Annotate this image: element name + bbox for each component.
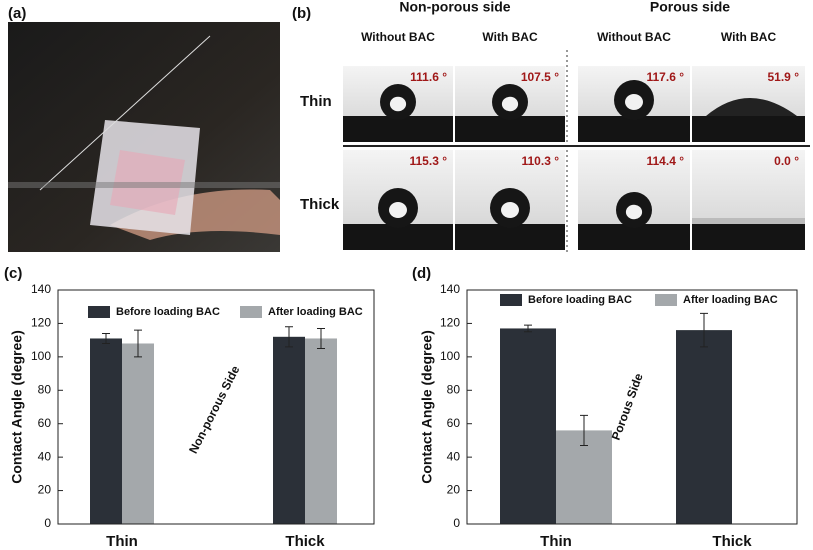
legend-swatch	[88, 306, 110, 318]
substrate	[343, 116, 453, 142]
y-tick-label: 60	[447, 416, 461, 430]
y-tick-label: 20	[447, 483, 461, 497]
error-bar	[580, 414, 588, 446]
y-tick-label: 100	[31, 349, 51, 363]
side-header: Porous side	[650, 0, 730, 15]
substrate	[578, 116, 690, 142]
panel-label: (b)	[292, 5, 311, 22]
row-label: Thin	[300, 93, 332, 110]
y-tick-label: 140	[31, 282, 51, 296]
y-tick-label: 140	[440, 282, 460, 296]
bar	[556, 430, 612, 524]
error-bar	[317, 327, 325, 349]
legend-label: After loading BAC	[683, 294, 778, 306]
y-tick-label: 40	[38, 449, 52, 463]
y-tick-label: 80	[447, 382, 461, 396]
panel-label: (c)	[4, 265, 22, 282]
highlight	[501, 96, 519, 112]
water-jet	[39, 35, 211, 191]
highlight	[501, 202, 519, 218]
highlight	[625, 94, 643, 110]
substrate	[692, 116, 805, 142]
column-header: With BAC	[482, 30, 538, 44]
error-bar	[102, 332, 110, 344]
error-bar	[134, 329, 142, 358]
highlight	[625, 204, 643, 220]
y-tick-label: 0	[453, 516, 460, 530]
side-header: Non-porous side	[399, 0, 510, 15]
error-bar	[524, 324, 532, 333]
edge	[8, 182, 280, 188]
substrate	[455, 224, 565, 250]
bar	[676, 330, 732, 524]
legend-swatch	[655, 294, 677, 306]
bar	[500, 328, 556, 524]
angle-label: 114.4 °	[647, 154, 685, 168]
x-tick-label: Thin	[106, 533, 138, 550]
angle-label: 51.9 °	[768, 70, 800, 84]
legend-label: Before loading BAC	[116, 306, 220, 318]
y-tick-label: 100	[440, 349, 460, 363]
legend-label: Before loading BAC	[528, 294, 632, 306]
bar	[122, 343, 154, 524]
plot-frame	[466, 289, 798, 525]
substrate	[455, 116, 565, 142]
legend-swatch	[240, 306, 262, 318]
y-tick-label: 80	[38, 382, 52, 396]
column-header: Without BAC	[361, 30, 435, 44]
y-tick-label: 0	[44, 516, 51, 530]
substrate	[692, 224, 805, 250]
substrate	[578, 224, 690, 250]
y-tick-label: 20	[38, 483, 52, 497]
panel-label: (a)	[8, 5, 26, 22]
y-tick-label: 120	[440, 316, 460, 330]
legend-label: After loading BAC	[268, 306, 363, 318]
annotation: Non-porous Side	[186, 363, 243, 456]
angle-label: 115.3 °	[410, 154, 448, 168]
x-tick-label: Thin	[540, 533, 572, 550]
bar	[305, 338, 337, 524]
error-bar	[700, 312, 708, 348]
y-axis-label: Contact Angle (degree)	[419, 330, 435, 484]
x-tick-label: Thick	[712, 533, 752, 550]
x-tick-label: Thick	[285, 533, 325, 550]
highlight	[389, 202, 407, 218]
y-tick-label: 40	[447, 449, 461, 463]
column-header: Without BAC	[597, 30, 671, 44]
legend-swatch	[500, 294, 522, 306]
angle-label: 0.0 °	[774, 154, 799, 168]
annotation: Porous Side	[609, 371, 646, 442]
bar	[90, 338, 122, 524]
plot-frame	[57, 289, 375, 525]
panel-label: (d)	[412, 265, 431, 282]
droplet	[706, 98, 797, 116]
y-axis-label: Contact Angle (degree)	[9, 330, 25, 484]
film	[692, 218, 805, 224]
substrate	[343, 224, 453, 250]
y-tick-label: 60	[38, 416, 52, 430]
angle-label: 111.6 °	[410, 70, 447, 84]
error-bar	[285, 326, 293, 348]
row-label: Thick	[300, 196, 340, 213]
highlight	[389, 96, 407, 112]
angle-label: 107.5 °	[521, 70, 559, 84]
y-tick-label: 120	[31, 316, 51, 330]
bar	[273, 336, 305, 524]
angle-label: 117.6 °	[647, 70, 685, 84]
angle-label: 110.3 °	[522, 154, 560, 168]
column-header: With BAC	[721, 30, 777, 44]
